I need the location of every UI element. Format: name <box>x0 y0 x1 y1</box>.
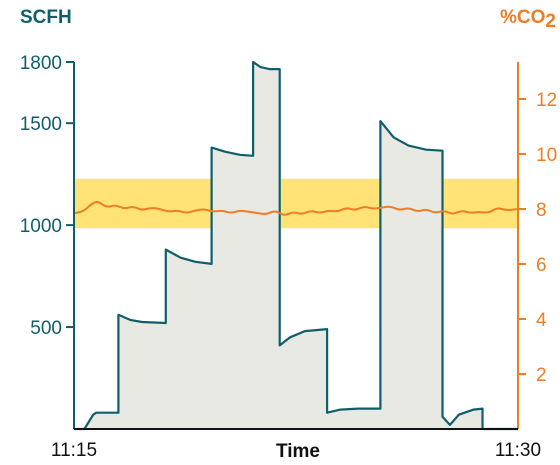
right-tick-label: 4 <box>536 310 547 331</box>
target-band <box>74 178 518 229</box>
x-tick-label-end: 11:30 <box>495 440 541 461</box>
flow-line <box>74 60 518 431</box>
right-tick-label: 2 <box>536 365 547 386</box>
left-axis-label: SCFH <box>20 7 72 28</box>
left-tick-label: 1000 <box>20 216 62 237</box>
right-axis-ticks: 2 4 6 8 10 12 <box>518 90 557 386</box>
x-axis-label: Time <box>276 441 320 462</box>
left-tick-label: 1800 <box>20 53 62 74</box>
right-tick-label: 10 <box>536 145 557 166</box>
right-tick-label: 8 <box>536 200 547 221</box>
right-axis-label: %CO2 <box>500 7 556 32</box>
flow-area <box>74 62 518 429</box>
x-tick-label-start: 11:15 <box>51 440 97 461</box>
left-axis-ticks: 500 1000 1500 1800 <box>20 53 74 339</box>
right-tick-label: 12 <box>536 90 557 111</box>
left-tick-label: 500 <box>30 318 62 339</box>
co2-line <box>73 201 519 216</box>
left-tick-label: 1500 <box>20 114 62 135</box>
right-tick-label: 6 <box>536 255 547 276</box>
